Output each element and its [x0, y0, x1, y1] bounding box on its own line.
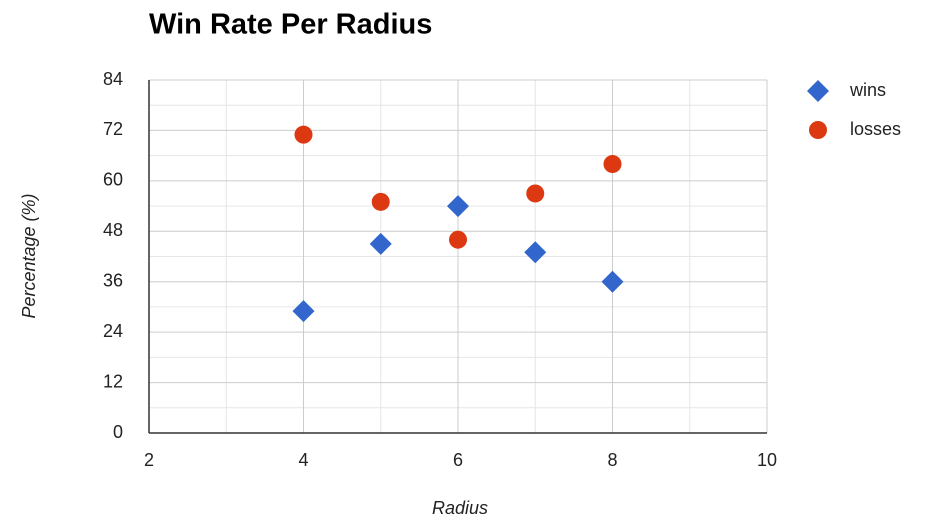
y-tick-label: 72 [103, 119, 123, 139]
chart-title: Win Rate Per Radius [149, 9, 432, 41]
y-tick-label: 24 [103, 321, 123, 341]
legend-marker [809, 121, 827, 139]
point [601, 270, 624, 293]
point [371, 192, 390, 211]
x-axis-label: Radius [432, 498, 488, 518]
y-tick-label: 36 [103, 270, 123, 290]
point [526, 184, 545, 203]
point [294, 125, 313, 144]
point [603, 155, 622, 174]
y-tick-label: 84 [103, 69, 123, 89]
x-tick-label: 10 [757, 450, 777, 470]
y-tick-label: 48 [103, 220, 123, 240]
y-axis-label: Percentage (%) [19, 193, 39, 318]
point [524, 241, 547, 264]
point [369, 232, 392, 255]
y-tick-label: 60 [103, 170, 123, 190]
legend-label: losses [850, 119, 901, 139]
y-tick-label: 0 [113, 422, 123, 442]
x-tick-label: 4 [298, 450, 308, 470]
y-tick-label: 12 [103, 371, 123, 391]
legend-label: wins [849, 80, 886, 100]
x-tick-label: 2 [144, 450, 154, 470]
point [292, 300, 315, 323]
legend-marker [807, 80, 829, 102]
x-tick-label: 6 [453, 450, 463, 470]
point [447, 195, 469, 218]
point [449, 230, 467, 249]
x-tick-label: 8 [607, 450, 617, 470]
